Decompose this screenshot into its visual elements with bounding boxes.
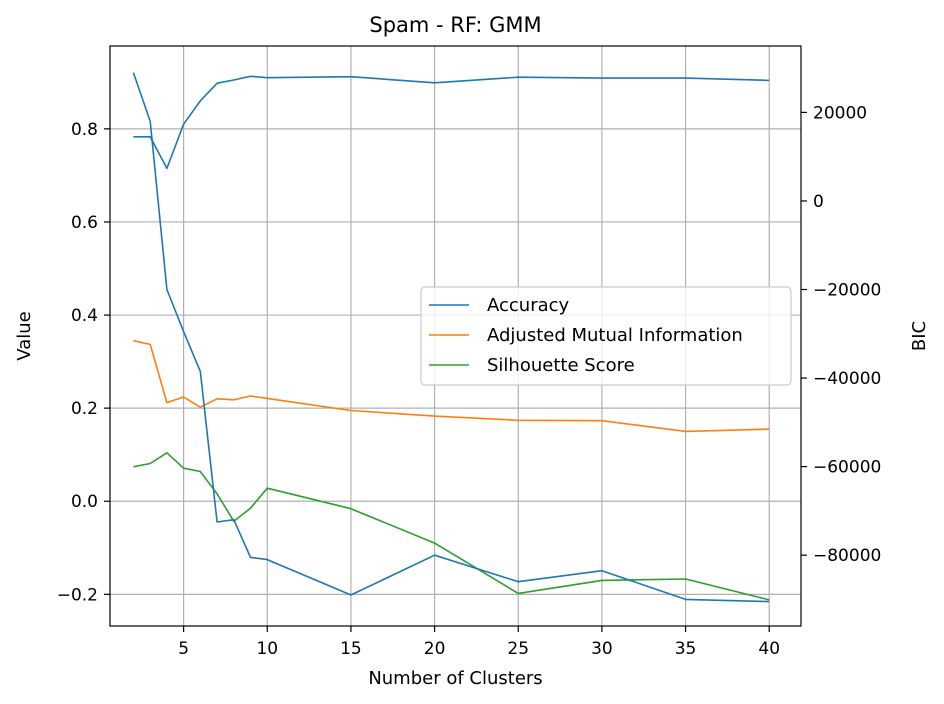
axis-ticks: 5 10 15 20 25 30 35 40 −0.2 0.0 0.2 0.4 0.6 0.8 −80000… — [57, 103, 882, 659]
series-line-bic — [132, 72, 770, 603]
series-lines — [132, 72, 770, 603]
chart-title: Spam - RF: GMM — [369, 13, 541, 37]
y2-tick-label: −60000 — [813, 458, 881, 478]
legend-label-accuracy: Accuracy — [487, 295, 570, 316]
y2-tick-label: −80000 — [813, 546, 881, 566]
y-tick-label: 0.8 — [71, 120, 98, 140]
x-tick-label: 15 — [340, 639, 362, 659]
y-tick-label: 0.6 — [71, 213, 98, 233]
x-tick-label: 20 — [424, 639, 446, 659]
x-tick-label: 5 — [178, 639, 189, 659]
legend-label-silhouette-score: Silhouette Score — [487, 355, 635, 376]
x-tick-label: 40 — [758, 639, 780, 659]
legend: Accuracy Adjusted Mutual Information Silho… — [420, 286, 792, 386]
y2-tick-label: −40000 — [813, 369, 881, 389]
y-tick-label: 0.4 — [71, 306, 98, 326]
series-line-accuracy — [133, 75, 770, 170]
x-tick-label: 10 — [256, 639, 278, 659]
series-line-adjusted-mutual-information — [133, 339, 770, 433]
y2-tick-label: 20000 — [813, 103, 867, 123]
x-tick-label: 35 — [675, 639, 697, 659]
y-tick-label: 0.0 — [71, 492, 98, 512]
y2-tick-label: −20000 — [813, 281, 881, 301]
series-line-silhouette-score — [133, 451, 770, 601]
y2-axis-title: BIC — [909, 321, 930, 351]
plot-frame — [109, 45, 802, 627]
y-tick-label: 0.2 — [71, 399, 98, 419]
x-tick-label: 30 — [591, 639, 613, 659]
y-axis-title: Value — [14, 311, 35, 360]
grid-lines — [110, 46, 801, 626]
x-tick-label: 25 — [507, 639, 529, 659]
legend-box — [420, 286, 792, 386]
x-axis-title: Number of Clusters — [368, 668, 542, 689]
y2-tick-label: 0 — [813, 192, 824, 212]
y-tick-label: −0.2 — [57, 585, 98, 605]
legend-label-adjusted-mutual-information: Adjusted Mutual Information — [487, 325, 743, 346]
